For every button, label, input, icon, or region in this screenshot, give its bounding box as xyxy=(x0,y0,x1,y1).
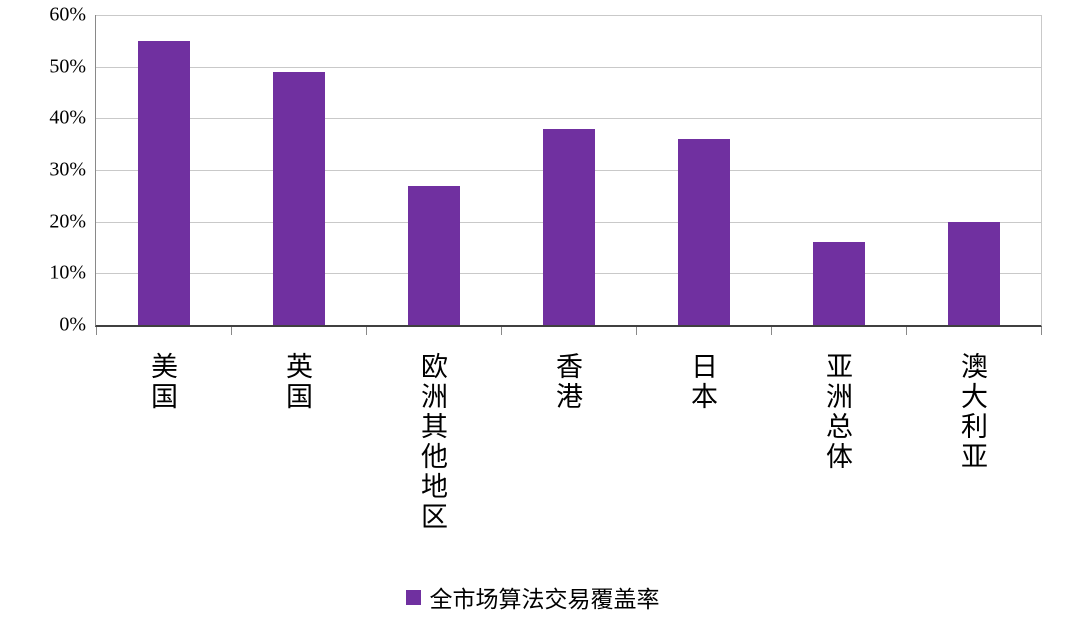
bar-1 xyxy=(272,71,325,325)
x-axis-label: 日本 xyxy=(687,352,717,412)
gridline xyxy=(96,15,1041,16)
bar-3 xyxy=(542,128,595,325)
x-axis-label: 香港 xyxy=(552,352,582,412)
x-axis-tick xyxy=(1041,327,1042,335)
gridline xyxy=(96,118,1041,120)
y-axis-tick-label: 30% xyxy=(49,158,86,181)
legend: 全市场算法交易覆盖率 xyxy=(0,580,1065,614)
plot-area xyxy=(95,15,1042,335)
y-axis-tick-label: 50% xyxy=(49,55,86,78)
x-axis-label: 美国 xyxy=(147,352,177,412)
y-axis-tick-label: 10% xyxy=(49,261,86,284)
x-axis-tick xyxy=(906,327,907,335)
x-axis-label: 英国 xyxy=(282,352,312,412)
y-axis-tick-label: 40% xyxy=(49,106,86,129)
y-axis-tick-label: 60% xyxy=(49,3,86,26)
y-axis-tick-label: 20% xyxy=(49,210,86,233)
legend-label: 全市场算法交易覆盖率 xyxy=(429,587,660,612)
x-axis-tick xyxy=(366,327,367,335)
bar-6 xyxy=(947,221,1000,325)
bar-4 xyxy=(677,139,730,325)
y-axis-tick-label: 0% xyxy=(59,313,86,336)
bar-5 xyxy=(812,242,865,325)
x-axis-tick xyxy=(96,327,97,335)
x-axis: 美国 英国 欧洲其他地区 香港 日本 亚洲总体 澳大利亚 xyxy=(95,352,1040,552)
x-axis-tick xyxy=(501,327,502,335)
x-axis-label: 亚洲总体 xyxy=(822,352,852,472)
x-axis-tick xyxy=(636,327,637,335)
legend-swatch-icon xyxy=(405,589,421,605)
x-axis-tick xyxy=(771,327,772,335)
x-axis-label: 澳大利亚 xyxy=(957,352,987,472)
y-axis: 0% 10% 20% 30% 40% 50% 60% xyxy=(0,4,86,336)
bar-0 xyxy=(137,40,190,325)
x-axis-label: 欧洲其他地区 xyxy=(417,352,447,532)
gridline xyxy=(96,66,1041,68)
x-axis-tick xyxy=(231,327,232,335)
bar-2 xyxy=(407,185,460,325)
